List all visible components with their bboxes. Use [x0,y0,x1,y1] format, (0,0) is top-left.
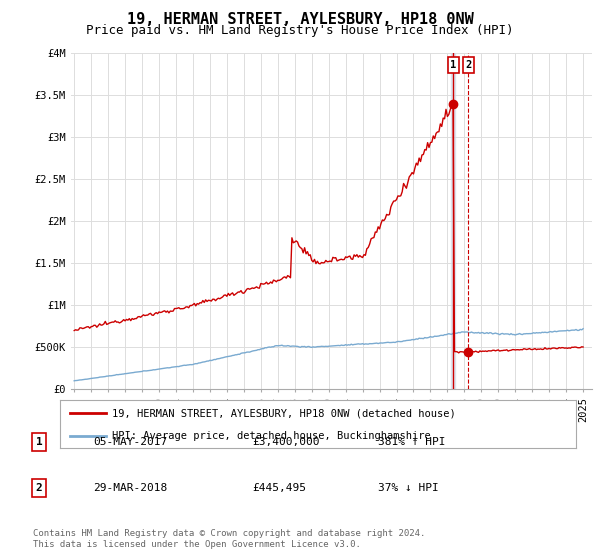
Text: 29-MAR-2018: 29-MAR-2018 [93,483,167,493]
Text: 2: 2 [466,60,472,70]
Text: 1: 1 [450,60,457,70]
Text: 1: 1 [35,437,43,447]
Text: 19, HERMAN STREET, AYLESBURY, HP18 0NW: 19, HERMAN STREET, AYLESBURY, HP18 0NW [127,12,473,27]
Bar [451,53,455,389]
Text: 05-MAY-2017: 05-MAY-2017 [93,437,167,447]
Text: £3,400,000: £3,400,000 [252,437,320,447]
Text: HPI: Average price, detached house, Buckinghamshire: HPI: Average price, detached house, Buck… [112,431,430,441]
Text: £445,495: £445,495 [252,483,306,493]
Text: 19, HERMAN STREET, AYLESBURY, HP18 0NW (detached house): 19, HERMAN STREET, AYLESBURY, HP18 0NW (… [112,408,455,418]
Text: 381% ↑ HPI: 381% ↑ HPI [378,437,445,447]
Text: 2: 2 [35,483,43,493]
Text: Contains HM Land Registry data © Crown copyright and database right 2024.
This d: Contains HM Land Registry data © Crown c… [33,529,425,549]
Text: 37% ↓ HPI: 37% ↓ HPI [378,483,439,493]
Text: Price paid vs. HM Land Registry's House Price Index (HPI): Price paid vs. HM Land Registry's House … [86,24,514,37]
